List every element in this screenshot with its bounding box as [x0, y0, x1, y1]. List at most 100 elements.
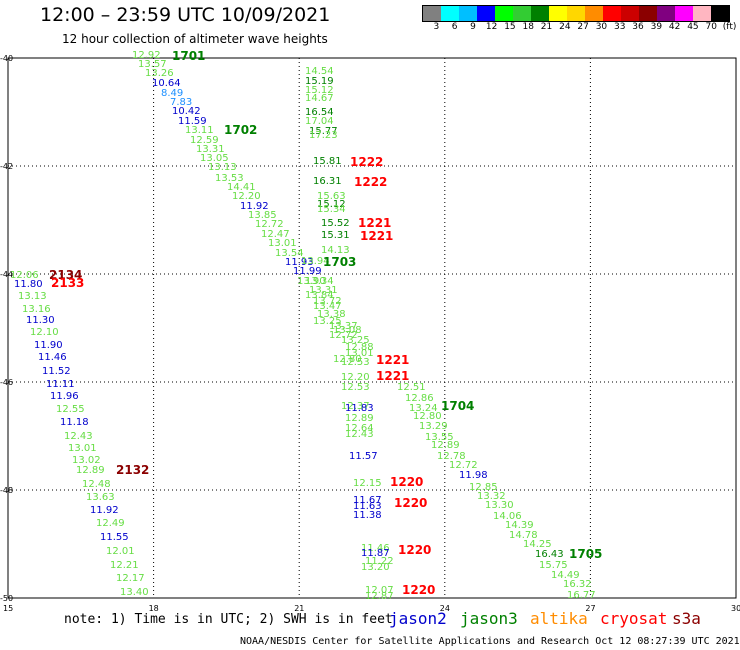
latitude-label: -50 [0, 594, 14, 603]
measurement-value: 14.54 [305, 66, 334, 77]
latitude-label: -42 [0, 162, 14, 171]
measurement-value: 13.25 [313, 316, 342, 327]
measurement-value: 8.49 [161, 88, 184, 99]
longitude-label: 18 [148, 604, 159, 613]
measurement-value: 15.12 [317, 199, 346, 210]
measurement-value: 13.31 [309, 285, 338, 296]
measurement-value: 14.25 [523, 539, 552, 550]
measurement-value: 13.54 [275, 248, 304, 259]
measurement-value: 13.84 [305, 290, 334, 301]
measurement-value: 13.20 [361, 562, 390, 573]
measurement-value: 14.13 [321, 245, 350, 256]
color-swatch [459, 6, 477, 21]
color-swatch [603, 6, 621, 21]
measurement-value: 15.81 [313, 156, 342, 167]
measurement-value: 12.06 [10, 270, 39, 281]
color-scale-label: (ft) [722, 22, 737, 32]
measurement-value: 12.17 [116, 573, 145, 584]
measurement-value: 13.08 [333, 325, 362, 336]
measurement-value: 12.64 [345, 423, 374, 434]
color-swatch [693, 6, 711, 21]
measurement-value: 12.89 [76, 465, 105, 476]
color-swatch [657, 6, 675, 21]
measurement-value: 16.31 [313, 176, 342, 187]
measurement-value: 17.04 [305, 116, 334, 127]
measurement-value: 12.55 [56, 404, 85, 415]
measurement-value: 13.90 [297, 276, 326, 287]
color-swatch [477, 6, 495, 21]
color-swatch [567, 6, 585, 21]
measurement-value: 13.13 [208, 162, 237, 173]
pass-time-label: 1221 [376, 369, 410, 383]
measurement-value: 15.75 [539, 560, 568, 571]
longitude-label: 24 [439, 604, 450, 613]
measurement-value: 12.37 [341, 401, 370, 412]
pass-time-label: 1220 [390, 475, 424, 489]
measurement-value: 11.57 [349, 451, 378, 462]
measurement-value: 12.92 [132, 50, 161, 61]
measurement-value: 12.20 [341, 372, 370, 383]
color-scale-label: 45 [687, 22, 699, 32]
measurement-value: 12.51 [397, 382, 426, 393]
measurement-value: 14.49 [551, 570, 580, 581]
measurement-value: 12.89 [431, 440, 460, 451]
measurement-value: 12.15 [353, 478, 382, 489]
pass-time-label: 2132 [116, 463, 150, 477]
color-scale-label: 6 [451, 22, 458, 32]
measurement-value: 11.38 [353, 510, 382, 521]
color-swatch [639, 6, 657, 21]
measurement-value: 11.98 [459, 470, 488, 481]
measurement-value: 13.11 [185, 125, 214, 136]
measurement-value: 13.05 [200, 153, 229, 164]
measurement-value: 14.39 [505, 520, 534, 531]
measurement-value: 11.46 [38, 352, 67, 363]
color-scale-label: 39 [650, 22, 663, 32]
measurement-value: 12.88 [345, 342, 374, 353]
measurement-value: 11.67 [353, 495, 382, 506]
color-swatch [531, 6, 549, 21]
color-scale-label: 42 [668, 22, 681, 32]
measurement-value: 16.43 [535, 549, 564, 560]
measurement-value: 12.85 [469, 482, 498, 493]
measurement-value: 11.93 [285, 257, 314, 268]
longitude-label: 21 [294, 604, 305, 613]
pass-time-label: 1702 [224, 123, 258, 137]
measurement-value: 11.46 [361, 543, 390, 554]
measurement-value: 12.80 [333, 354, 362, 365]
note-text: note: 1) Time is in UTC; 2) SWH is in fe… [64, 612, 393, 627]
measurement-value: 16.77 [567, 590, 596, 601]
satellite-legend-item: cryosat [600, 609, 668, 628]
color-swatch [675, 6, 693, 21]
measurement-value: 12.43 [345, 429, 374, 440]
pass-time-label: 1705 [569, 547, 603, 561]
color-scale-label: 15 [504, 22, 516, 32]
measurement-value: 13.01 [68, 443, 97, 454]
measurement-value: 11.63 [353, 501, 382, 512]
measurement-value: 12.72 [449, 460, 478, 471]
pass-time-label: 1701 [172, 49, 206, 63]
latitude-label: -40 [0, 54, 14, 63]
measurement-value: 11.80 [14, 279, 43, 290]
measurement-value: 11.83 [345, 403, 374, 414]
measurement-value: 13.63 [86, 492, 115, 503]
measurement-value: 11.92 [90, 505, 119, 516]
measurement-value: 12.49 [96, 518, 125, 529]
credit-line: NOAA/NESDIS Center for Satellite Applica… [240, 636, 740, 647]
measurement-value: 13.25 [341, 335, 370, 346]
measurement-value: 16.54 [305, 107, 334, 118]
pass-time-label: 2134 [49, 268, 83, 282]
measurement-value: 14.06 [493, 511, 522, 522]
measurement-value: 12.80 [413, 411, 442, 422]
measurement-value: 12.01 [106, 546, 135, 557]
measurement-value: 13.16 [22, 304, 51, 315]
latitude-label: -48 [0, 486, 14, 495]
measurement-value: 11.22 [365, 556, 394, 567]
pass-time-label: 1220 [398, 543, 432, 557]
measurement-value: 12.20 [232, 191, 261, 202]
pass-time-label: 1222 [350, 155, 384, 169]
color-scale-label: 70 [705, 22, 717, 32]
measurement-value: 15.63 [317, 191, 346, 202]
measurement-value: 11.18 [60, 417, 89, 428]
measurement-value: 14.67 [305, 93, 334, 104]
color-swatch [495, 6, 513, 21]
